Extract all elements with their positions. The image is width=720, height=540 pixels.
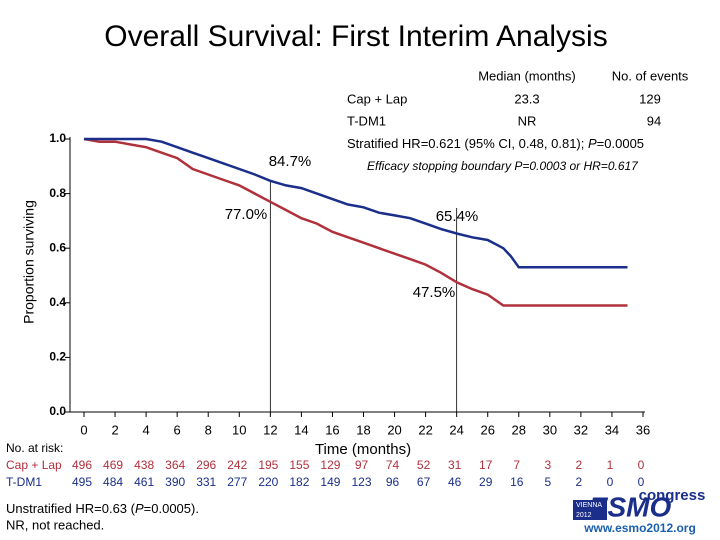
risk-count: 0 — [638, 475, 645, 489]
risk-count: 129 — [320, 458, 340, 472]
risk-count: 16 — [510, 475, 524, 489]
x-tick-label: 32 — [574, 422, 588, 437]
x-tick-label: 10 — [232, 422, 246, 437]
footnote: Unstratified HR=0.63 (P=0.0005). — [6, 501, 199, 516]
risk-row-name: Cap + Lap — [6, 458, 62, 472]
y-tick-label: 0.0 — [49, 404, 66, 418]
legend-header: No. of events — [612, 68, 689, 83]
x-tick-label: 2 — [111, 422, 118, 437]
risk-count: 331 — [196, 475, 216, 489]
x-axis-label: Time (months) — [315, 441, 411, 458]
risk-count: 469 — [103, 458, 123, 472]
x-tick-label: 24 — [449, 422, 463, 437]
annotation: 65.4% — [436, 208, 479, 225]
risk-count: 364 — [165, 458, 185, 472]
legend-median: NR — [518, 113, 537, 128]
x-tick-label: 28 — [512, 422, 526, 437]
logo-text: congress — [639, 487, 706, 504]
risk-row-name: T-DM1 — [6, 475, 42, 489]
y-tick-label: 0.6 — [49, 240, 66, 254]
risk-count: 461 — [134, 475, 154, 489]
x-tick-label: 34 — [605, 422, 619, 437]
logo-city: VIENNA — [576, 502, 602, 509]
risk-count: 296 — [196, 458, 216, 472]
legend-header: Median (months) — [478, 68, 576, 83]
chart-title: Overall Survival: First Interim Analysis — [104, 20, 607, 53]
footnote: =0.0005). — [144, 501, 199, 516]
risk-count: 123 — [351, 475, 371, 489]
risk-count: 17 — [479, 458, 493, 472]
risk-count: 1 — [607, 458, 614, 472]
x-tick-label: 36 — [636, 422, 650, 437]
risk-count: 0 — [607, 475, 614, 489]
hr-text: P — [588, 136, 597, 151]
risk-count: 5 — [544, 475, 551, 489]
risk-count: 74 — [386, 458, 400, 472]
y-tick-label: 0.2 — [49, 350, 66, 364]
risk-count: 149 — [320, 475, 340, 489]
x-tick-label: 6 — [174, 422, 181, 437]
logo-box — [573, 500, 607, 520]
risk-count: 2 — [576, 458, 583, 472]
risk-count: 46 — [448, 475, 462, 489]
y-tick-label: 0.8 — [49, 186, 66, 200]
risk-count: 67 — [417, 475, 431, 489]
x-tick-label: 8 — [205, 422, 212, 437]
boundary-text: Efficacy stopping boundary P=0.0003 or H… — [367, 159, 639, 173]
x-tick-label: 0 — [80, 422, 87, 437]
risk-count: 495 — [72, 475, 92, 489]
risk-count: 31 — [448, 458, 462, 472]
x-tick-label: 20 — [387, 422, 401, 437]
survival-curve — [83, 137, 628, 307]
x-tick-label: 22 — [418, 422, 432, 437]
logo-year: 2012 — [576, 512, 592, 519]
x-tick-label: 16 — [325, 422, 339, 437]
legend-median: 23.3 — [514, 91, 539, 106]
x-tick-label: 30 — [543, 422, 557, 437]
footnote: P — [135, 501, 144, 516]
risk-count: 277 — [227, 475, 247, 489]
annotation: 77.0% — [225, 206, 268, 223]
risk-label: No. at risk: — [6, 441, 63, 455]
y-tick-label: 1.0 — [49, 131, 66, 145]
x-tick-label: 12 — [263, 422, 277, 437]
legend-entry: Cap + Lap — [347, 91, 407, 106]
legend-entry: T-DM1 — [347, 113, 386, 128]
x-tick-label: 18 — [356, 422, 370, 437]
x-tick-label: 4 — [142, 422, 149, 437]
risk-count: 96 — [386, 475, 400, 489]
footnote: NR, not reached. — [6, 517, 104, 532]
survival-curve — [84, 137, 628, 269]
risk-count: 220 — [258, 475, 278, 489]
risk-count: 97 — [355, 458, 369, 472]
risk-count: 7 — [513, 458, 520, 472]
hr-text: =0.0005 — [597, 136, 644, 151]
x-tick-label: 26 — [480, 422, 494, 437]
risk-count: 29 — [479, 475, 493, 489]
risk-count: 195 — [258, 458, 278, 472]
risk-count: 242 — [227, 458, 247, 472]
y-axis-label: Proportion surviving — [21, 200, 37, 324]
y-tick-label: 0.4 — [49, 295, 66, 309]
legend-events: 129 — [639, 91, 661, 106]
risk-count: 484 — [103, 475, 123, 489]
logo-url: www.esmo2012.org — [583, 521, 696, 535]
risk-count: 182 — [289, 475, 309, 489]
risk-count: 438 — [134, 458, 154, 472]
footnote: Unstratified HR=0.63 ( — [6, 501, 136, 516]
risk-count: 3 — [544, 458, 551, 472]
legend-events: 94 — [647, 113, 661, 128]
hr-text: Stratified HR=0.621 (95% CI, 0.48, 0.81)… — [347, 136, 644, 151]
annotation: 47.5% — [413, 284, 456, 301]
risk-count: 496 — [72, 458, 92, 472]
risk-count: 390 — [165, 475, 185, 489]
risk-count: 52 — [417, 458, 431, 472]
risk-count: 155 — [289, 458, 309, 472]
risk-count: 0 — [638, 458, 645, 472]
annotation: 84.7% — [269, 153, 312, 170]
hr-text: Stratified HR=0.621 (95% CI, 0.48, 0.81)… — [347, 136, 588, 151]
x-tick-label: 14 — [294, 422, 308, 437]
risk-count: 2 — [576, 475, 583, 489]
